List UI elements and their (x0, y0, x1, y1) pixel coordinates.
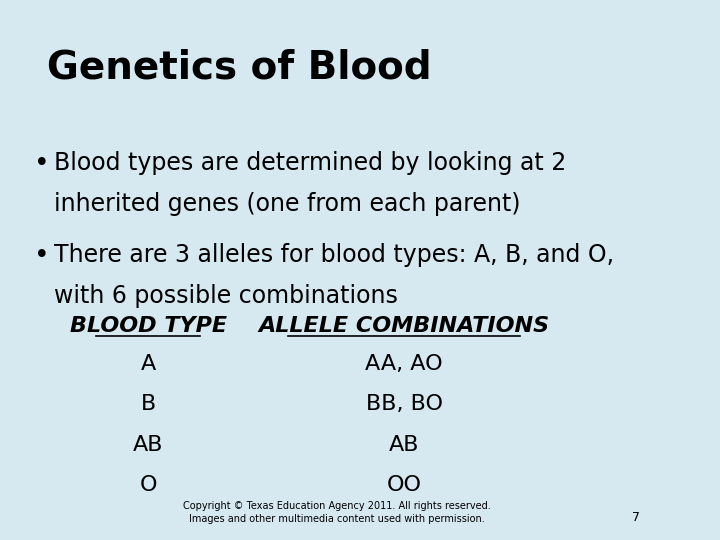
Text: inherited genes (one from each parent): inherited genes (one from each parent) (54, 192, 521, 215)
Text: B: B (140, 394, 156, 414)
Text: with 6 possible combinations: with 6 possible combinations (54, 284, 397, 307)
Text: O: O (140, 475, 157, 495)
Text: BB, BO: BB, BO (366, 394, 443, 414)
Text: BLOOD TYPE: BLOOD TYPE (70, 316, 227, 336)
Text: •: • (34, 151, 49, 177)
Text: OO: OO (387, 475, 421, 495)
Text: AB: AB (133, 435, 163, 455)
Text: AB: AB (389, 435, 419, 455)
Text: A: A (140, 354, 156, 374)
Text: Genetics of Blood: Genetics of Blood (47, 49, 432, 86)
Text: AA, AO: AA, AO (365, 354, 443, 374)
Text: •: • (34, 243, 49, 269)
Text: There are 3 alleles for blood types: A, B, and O,: There are 3 alleles for blood types: A, … (54, 243, 614, 267)
Text: Blood types are determined by looking at 2: Blood types are determined by looking at… (54, 151, 566, 175)
Text: ALLELE COMBINATIONS: ALLELE COMBINATIONS (258, 316, 549, 336)
Text: Copyright © Texas Education Agency 2011. All rights reserved.
Images and other m: Copyright © Texas Education Agency 2011.… (183, 501, 490, 524)
Text: 7: 7 (631, 511, 639, 524)
